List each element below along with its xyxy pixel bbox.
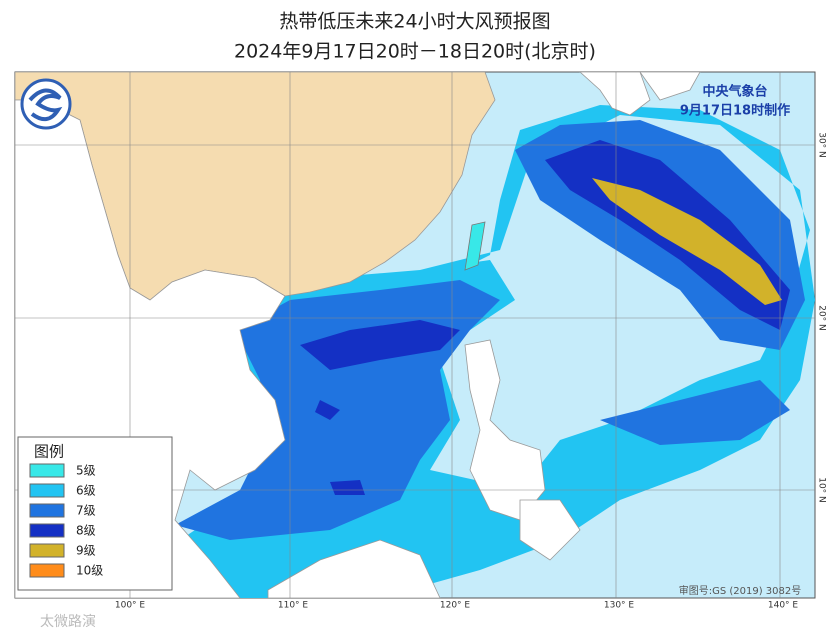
legend-swatch <box>29 563 65 578</box>
wind-7 <box>600 380 790 445</box>
agency: 中央气象台 <box>702 84 767 100</box>
lat-label: 20° N <box>817 305 827 331</box>
legend-label: 10级 <box>76 564 103 578</box>
title: 热带低压未来24小时大风预报图 <box>279 11 550 33</box>
legend-label: 7级 <box>76 504 96 518</box>
legend-items: 5级 6级 7级 8级 9级 10级 <box>29 463 103 578</box>
legend-label: 9级 <box>76 544 96 558</box>
map-layers <box>15 72 815 598</box>
wind-9 <box>592 178 782 305</box>
wind-8 <box>300 320 460 370</box>
lon-label: 110° E <box>278 601 309 611</box>
graticule <box>15 72 815 598</box>
lat-label: 10° N <box>817 477 827 503</box>
legend-swatch <box>29 503 65 518</box>
legend-label: 8级 <box>76 524 96 538</box>
made-time: 9月17日18时制作 <box>680 103 790 119</box>
korea-japan <box>579 72 701 116</box>
lon-label: 120° E <box>440 601 471 611</box>
lat-label: 30° N <box>817 132 827 158</box>
approval: 审图号:GS (2019) 3082号 <box>679 584 802 597</box>
legend-swatch <box>29 463 65 478</box>
legend-swatch <box>29 523 65 538</box>
wind-8 <box>315 400 365 495</box>
legend-swatch <box>29 543 65 558</box>
legend-label: 5级 <box>76 464 96 478</box>
legend-title: 图例 <box>34 443 64 461</box>
subtitle: 2024年9月17日20时－18日20时(北京时) <box>234 41 596 63</box>
mindanao <box>519 499 581 561</box>
legend-swatch <box>29 483 65 498</box>
taiwan <box>464 221 486 271</box>
legend-label: 6级 <box>76 484 96 498</box>
lon-label: 130° E <box>604 601 635 611</box>
borneo <box>267 539 441 598</box>
watermark: 太微路演 <box>40 614 96 630</box>
logo <box>20 78 72 130</box>
lon-label: 140° E <box>768 601 799 611</box>
lon-label: 100° E <box>115 601 146 611</box>
